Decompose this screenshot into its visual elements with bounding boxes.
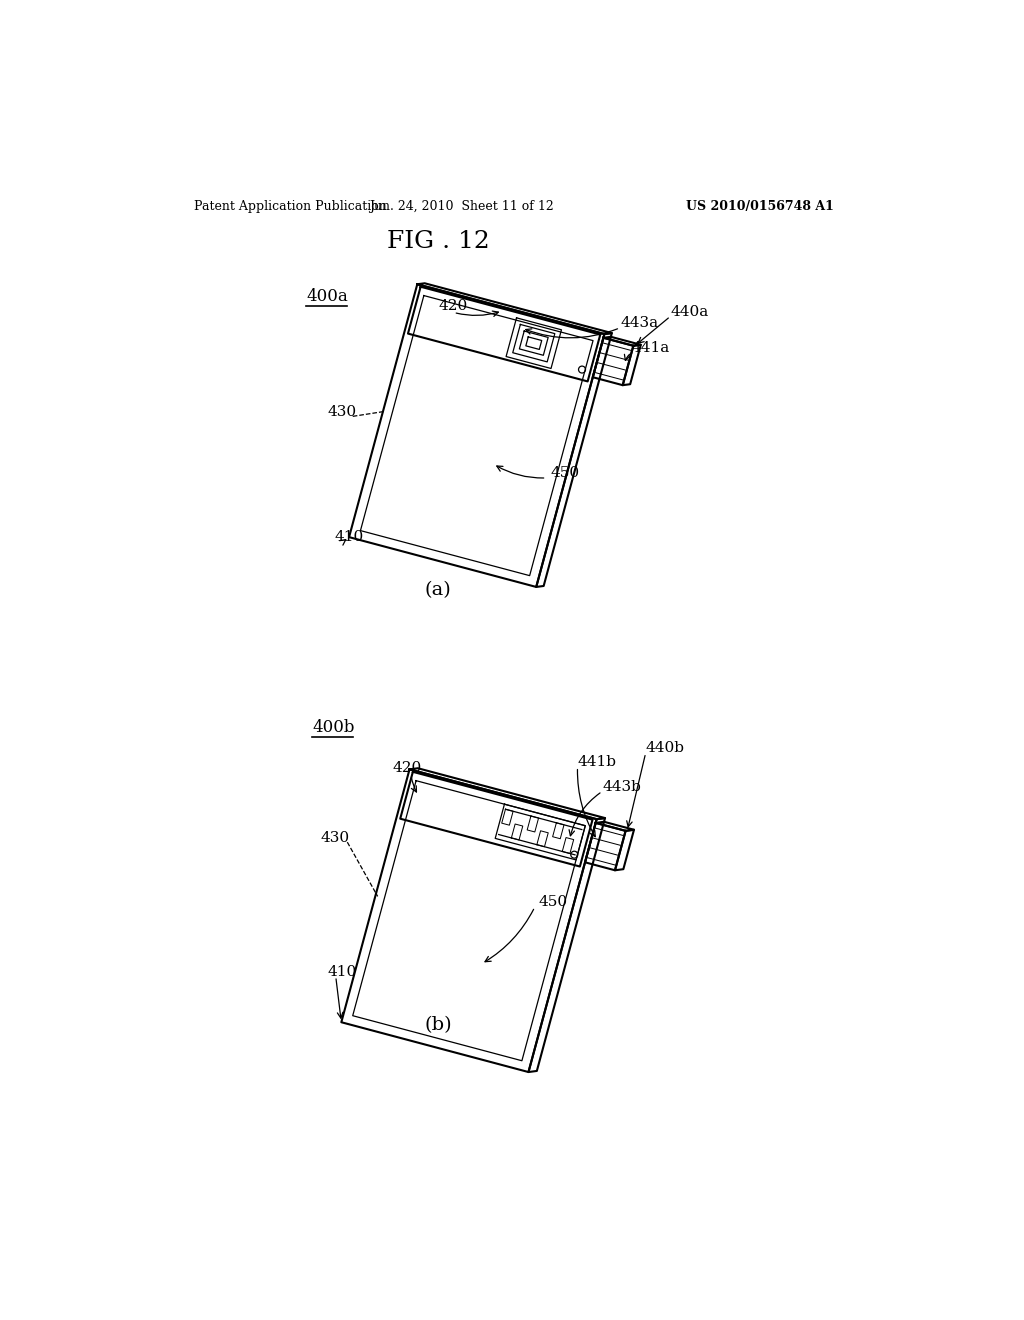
Text: 430: 430 [328,405,357,418]
Text: 440a: 440a [671,305,709,318]
Text: 443a: 443a [621,317,658,330]
Text: Patent Application Publication: Patent Application Publication [194,199,387,213]
Text: 400b: 400b [312,719,355,737]
Text: 441b: 441b [578,755,616,770]
Text: 420: 420 [392,762,422,775]
Text: FIG . 12: FIG . 12 [387,230,489,253]
Text: 441a: 441a [632,341,670,355]
Text: 450: 450 [550,466,580,480]
Text: 430: 430 [321,830,349,845]
Text: 450: 450 [539,895,568,909]
Text: 443b: 443b [602,780,641,793]
Text: US 2010/0156748 A1: US 2010/0156748 A1 [686,199,834,213]
Text: 410: 410 [335,531,365,544]
Text: (a): (a) [425,581,452,598]
Text: 440b: 440b [646,742,685,755]
Text: 420: 420 [439,300,468,313]
Text: 400a: 400a [306,288,348,305]
Text: Jun. 24, 2010  Sheet 11 of 12: Jun. 24, 2010 Sheet 11 of 12 [369,199,554,213]
Text: 410: 410 [328,965,357,978]
Text: (b): (b) [424,1015,452,1034]
